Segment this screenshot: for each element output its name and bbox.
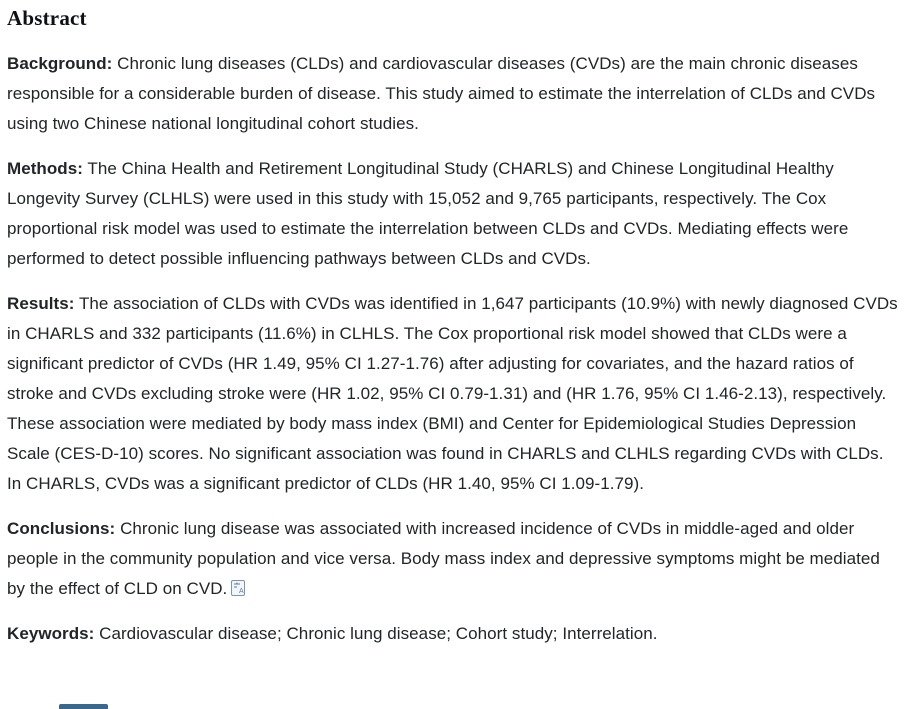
background-text: Chronic lung diseases (CLDs) and cardiov… [7,54,876,133]
svg-text:A: A [239,588,244,595]
conclusions-paragraph: Conclusions: Chronic lung disease was as… [7,514,900,604]
methods-text: The China Health and Retirement Longitud… [7,159,849,268]
cut-off-bottom-button[interactable] [59,704,108,709]
abstract-title: Abstract [7,6,87,30]
conclusions-text: Chronic lung disease was associated with… [7,519,880,598]
methods-paragraph: Methods: The China Health and Retirement… [7,154,900,274]
methods-label: Methods: [7,159,83,178]
abstract-section: Abstract Background: Chronic lung diseas… [7,6,900,649]
results-paragraph: Results: The association of CLDs with CV… [7,289,900,499]
keywords-label: Keywords: [7,624,95,643]
keywords-paragraph: Keywords: Cardiovascular disease; Chroni… [7,619,900,649]
conclusions-label: Conclusions: [7,519,116,538]
keywords-text: Cardiovascular disease; Chronic lung dis… [99,624,658,643]
background-paragraph: Background: Chronic lung diseases (CLDs)… [7,49,900,139]
results-text: The association of CLDs with CVDs was id… [7,294,898,493]
translate-icon[interactable]: A [231,580,246,596]
background-label: Background: [7,54,113,73]
results-label: Results: [7,294,75,313]
